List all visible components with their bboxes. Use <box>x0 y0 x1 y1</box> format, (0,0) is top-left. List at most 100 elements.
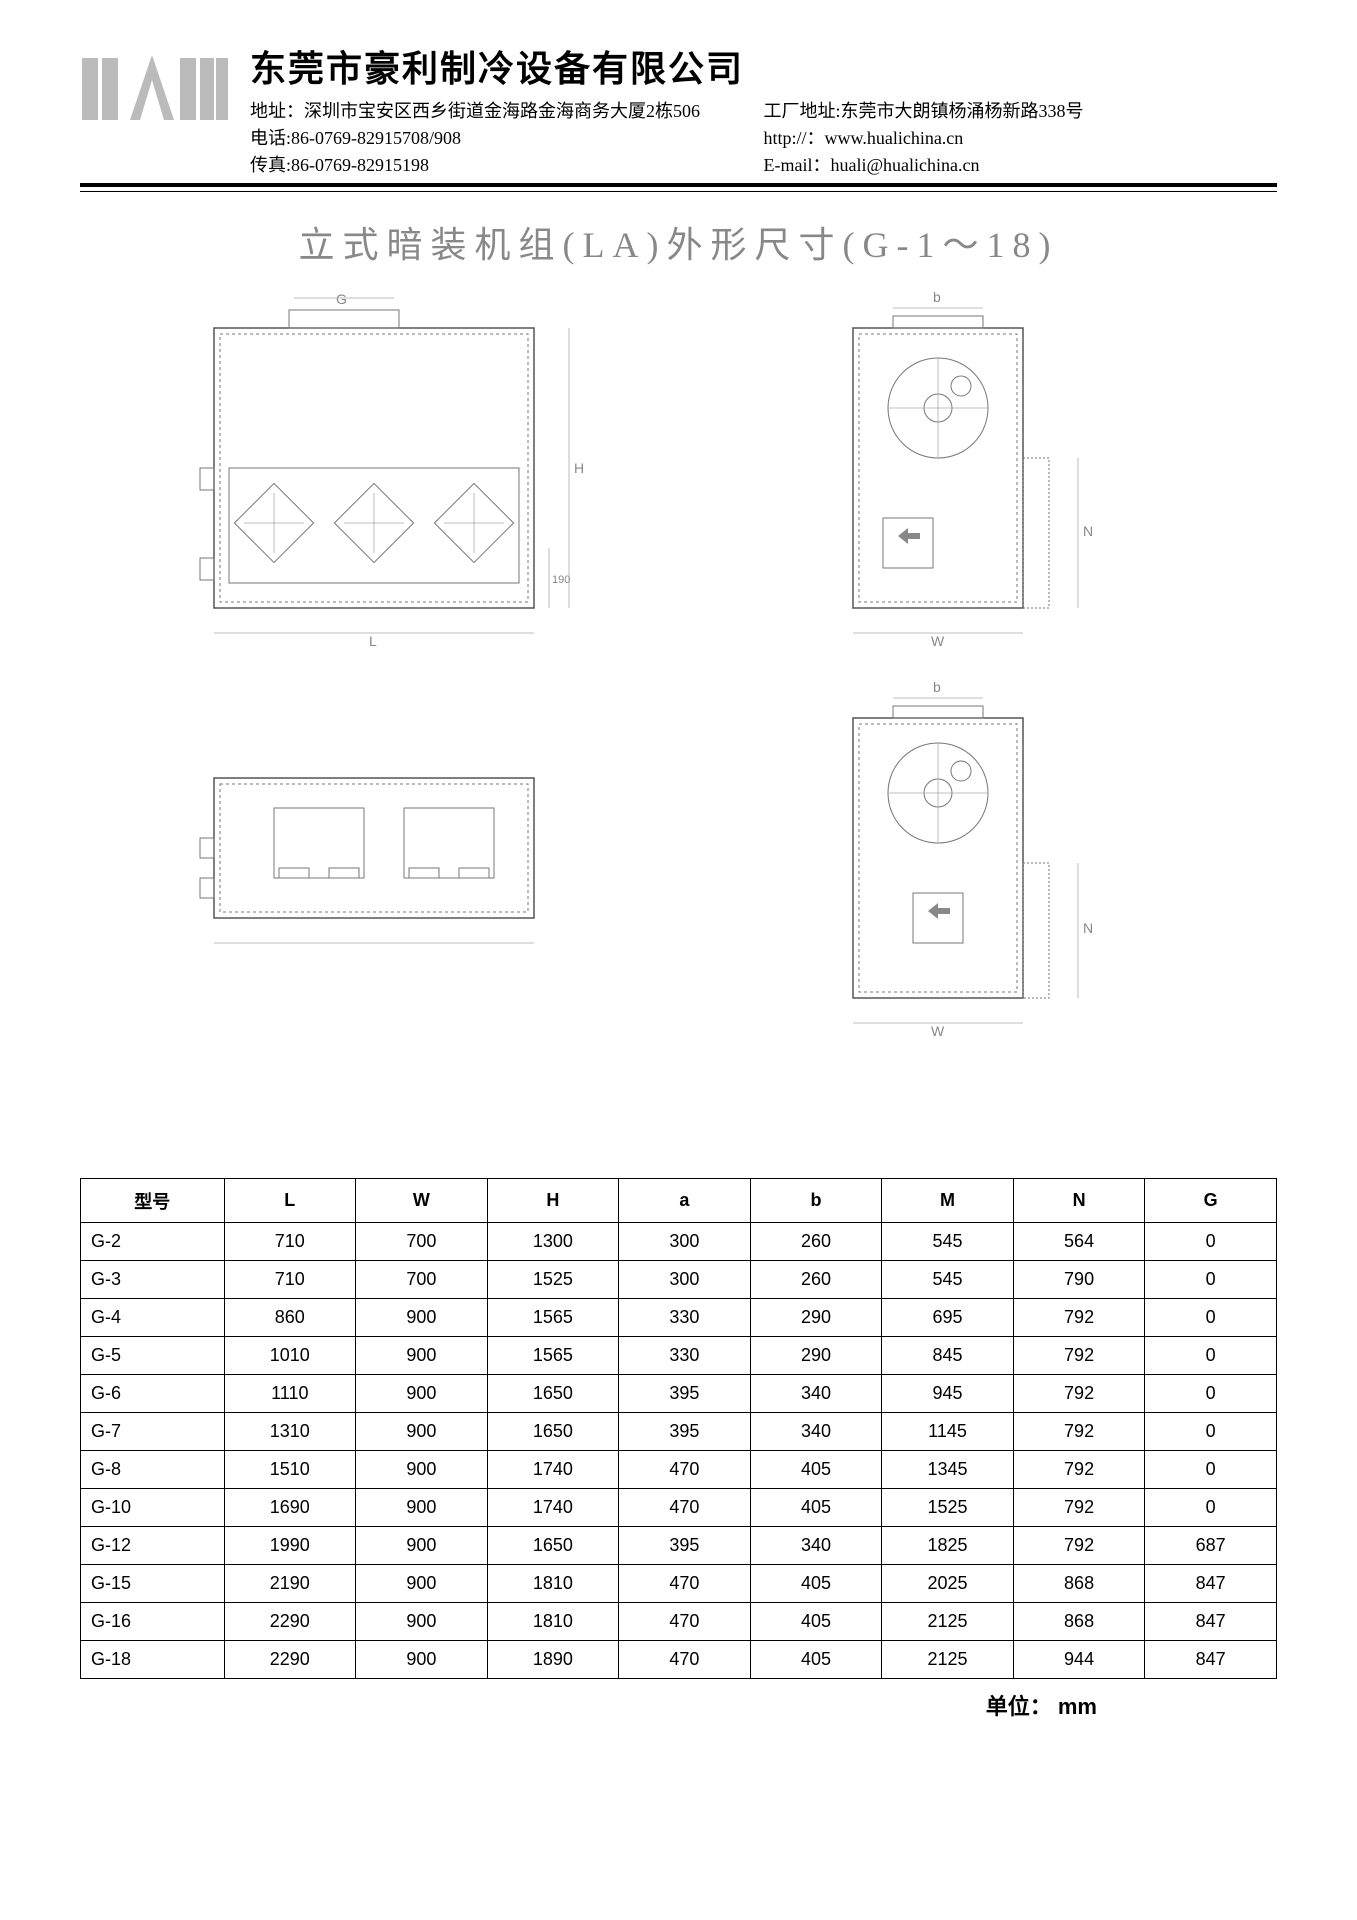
table-cell: 944 <box>1013 1641 1145 1679</box>
table-cell: 470 <box>619 1603 751 1641</box>
table-header-cell: N <box>1013 1179 1145 1223</box>
letterhead: 东莞市豪利制冷设备有限公司 地址：深圳市宝安区西乡街道金海路金海商务大厦2栋50… <box>80 40 1277 187</box>
table-cell: 1310 <box>224 1413 356 1451</box>
table-cell: 395 <box>619 1527 751 1565</box>
table-cell: 1345 <box>882 1451 1014 1489</box>
table-cell: 687 <box>1145 1527 1277 1565</box>
header-factory: 工厂地址:东莞市大朗镇杨涌杨新路338号 <box>764 98 1278 125</box>
table-header-cell: L <box>224 1179 356 1223</box>
svg-text:G: G <box>336 291 347 307</box>
table-cell: 700 <box>356 1223 488 1261</box>
table-cell: 860 <box>224 1299 356 1337</box>
table-cell: 0 <box>1145 1489 1277 1527</box>
table-header-cell: H <box>487 1179 619 1223</box>
table-cell: 1565 <box>487 1299 619 1337</box>
drawings-grid: G <box>80 288 1277 1038</box>
unit-label: 单位： mm <box>80 1689 1277 1721</box>
table-cell: 470 <box>619 1565 751 1603</box>
header-email: E-mail：huali@hualichina.cn <box>764 152 1278 179</box>
table-row: G-5101090015653302908457920 <box>81 1337 1277 1375</box>
table-cell: 290 <box>750 1337 882 1375</box>
table-cell: 900 <box>356 1337 488 1375</box>
table-cell: 2125 <box>882 1641 1014 1679</box>
table-header-cell: 型号 <box>81 1179 225 1223</box>
table-cell: 0 <box>1145 1413 1277 1451</box>
header-address: 地址：深圳市宝安区西乡街道金海路金海商务大厦2栋506 <box>250 98 764 125</box>
table-cell: 395 <box>619 1413 751 1451</box>
table-cell: 695 <box>882 1299 1014 1337</box>
table-cell: 845 <box>882 1337 1014 1375</box>
table-cell: 0 <box>1145 1337 1277 1375</box>
table-cell: 900 <box>356 1565 488 1603</box>
svg-text:L: L <box>369 633 377 648</box>
table-cell: 405 <box>750 1489 882 1527</box>
table-row: G-486090015653302906957920 <box>81 1299 1277 1337</box>
table-cell: 1810 <box>487 1603 619 1641</box>
table-cell: 1525 <box>882 1489 1014 1527</box>
table-cell: 340 <box>750 1375 882 1413</box>
table-cell: 710 <box>224 1261 356 1299</box>
table-cell: 1525 <box>487 1261 619 1299</box>
table-cell: 1740 <box>487 1451 619 1489</box>
table-cell: 1740 <box>487 1489 619 1527</box>
table-cell: 1110 <box>224 1375 356 1413</box>
document-title: 立式暗装机组(LA)外形尺寸(G-1～18) <box>80 216 1277 268</box>
table-cell: 1825 <box>882 1527 1014 1565</box>
table-cell: 545 <box>882 1261 1014 1299</box>
header-text-block: 东莞市豪利制冷设备有限公司 地址：深圳市宝安区西乡街道金海路金海商务大厦2栋50… <box>250 40 1277 179</box>
table-cell: 900 <box>356 1641 488 1679</box>
svg-text:W: W <box>931 1023 945 1038</box>
table-cell: 2025 <box>882 1565 1014 1603</box>
table-cell: G-15 <box>81 1565 225 1603</box>
header-info-grid: 地址：深圳市宝安区西乡街道金海路金海商务大厦2栋506 工厂地址:东莞市大朗镇杨… <box>250 98 1277 179</box>
svg-text:W: W <box>931 633 945 648</box>
svg-text:N: N <box>1083 920 1093 936</box>
table-cell: 847 <box>1145 1641 1277 1679</box>
table-row: G-81510900174047040513457920 <box>81 1451 1277 1489</box>
table-header-row: 型号LWHabMNG <box>81 1179 1277 1223</box>
table-cell: G-12 <box>81 1527 225 1565</box>
table-header-cell: M <box>882 1179 1014 1223</box>
table-cell: 470 <box>619 1641 751 1679</box>
table-cell: 564 <box>1013 1223 1145 1261</box>
table-cell: 1010 <box>224 1337 356 1375</box>
table-cell: 1990 <box>224 1527 356 1565</box>
table-cell: 847 <box>1145 1603 1277 1641</box>
table-cell: 405 <box>750 1565 882 1603</box>
table-row: G-71310900165039534011457920 <box>81 1413 1277 1451</box>
table-cell: G-5 <box>81 1337 225 1375</box>
table-cell: 260 <box>750 1261 882 1299</box>
table-row: G-371070015253002605457900 <box>81 1261 1277 1299</box>
table-cell: 792 <box>1013 1451 1145 1489</box>
table-cell: 868 <box>1013 1565 1145 1603</box>
table-cell: 792 <box>1013 1489 1145 1527</box>
table-cell: 2125 <box>882 1603 1014 1641</box>
spec-table: 型号LWHabMNG G-271070013003002605455640G-3… <box>80 1178 1277 1679</box>
table-row: G-12199090016503953401825792687 <box>81 1527 1277 1565</box>
table-cell: 330 <box>619 1337 751 1375</box>
table-cell: 1650 <box>487 1527 619 1565</box>
table-cell: 945 <box>882 1375 1014 1413</box>
table-cell: 395 <box>619 1375 751 1413</box>
table-cell: 1510 <box>224 1451 356 1489</box>
table-cell: 340 <box>750 1413 882 1451</box>
svg-text:H: H <box>574 460 584 476</box>
table-cell: G-7 <box>81 1413 225 1451</box>
table-cell: 0 <box>1145 1299 1277 1337</box>
table-cell: G-8 <box>81 1451 225 1489</box>
table-cell: 300 <box>619 1223 751 1261</box>
table-cell: 1690 <box>224 1489 356 1527</box>
table-row: G-101690900174047040515257920 <box>81 1489 1277 1527</box>
table-cell: 340 <box>750 1527 882 1565</box>
drawing-front-view: G <box>120 288 649 648</box>
company-name: 东莞市豪利制冷设备有限公司 <box>250 40 1277 92</box>
table-cell: G-2 <box>81 1223 225 1261</box>
table-cell: 0 <box>1145 1261 1277 1299</box>
table-cell: G-18 <box>81 1641 225 1679</box>
table-cell: 900 <box>356 1527 488 1565</box>
table-cell: 792 <box>1013 1375 1145 1413</box>
table-cell: 900 <box>356 1451 488 1489</box>
table-cell: G-6 <box>81 1375 225 1413</box>
table-cell: 290 <box>750 1299 882 1337</box>
table-cell: G-4 <box>81 1299 225 1337</box>
